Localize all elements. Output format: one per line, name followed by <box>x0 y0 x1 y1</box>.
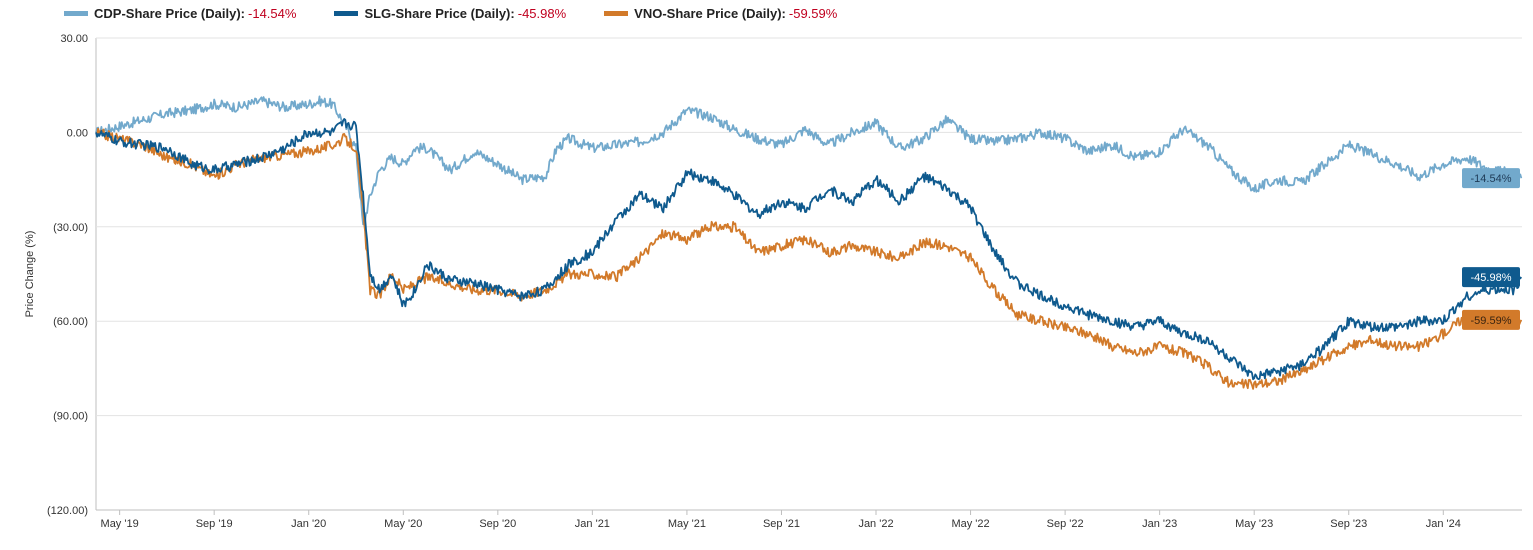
x-tick-label: May '23 <box>1235 518 1273 530</box>
legend-swatch-vno <box>604 10 629 16</box>
legend-colon: : <box>510 5 515 21</box>
x-tick-label: Sep '19 <box>196 518 233 530</box>
y-tick-label: (30.00) <box>53 222 88 234</box>
x-tick-label: May '20 <box>384 518 422 530</box>
y-tick-label: 0.00 <box>67 127 88 139</box>
legend-name-vno: VNO-Share Price (Daily) <box>634 5 782 21</box>
end-label-2: -59.59% <box>1471 315 1512 327</box>
x-axis: May '19 Sep '19 Jan '20 May '20 Sep '20 Jan '… <box>101 510 1461 530</box>
end-label-1: -45.98% <box>1471 272 1512 284</box>
x-tick-label: Jan '23 <box>1142 518 1177 530</box>
x-tick-label: May '19 <box>101 518 139 530</box>
x-tick-label: Jan '20 <box>291 518 326 530</box>
y-tick-label: (120.00) <box>47 505 88 517</box>
y-tick-label: (60.00) <box>53 316 88 328</box>
end-labels: -14.54% -45.98% -59.59% <box>1462 168 1520 330</box>
x-tick-label: May '22 <box>951 518 989 530</box>
legend-item-slg[interactable]: SLG-Share Price (Daily): -45.98% <box>334 6 566 21</box>
x-tick-label: Sep '20 <box>479 518 516 530</box>
y-tick-label: (90.00) <box>53 411 88 423</box>
legend-item-vno[interactable]: VNO-Share Price (Daily): -59.59% <box>604 6 837 21</box>
y-tick-label: 30.00 <box>60 33 88 45</box>
legend-value-cdp: -14.54% <box>248 5 297 21</box>
end-label-box-0 <box>1462 168 1520 189</box>
legend-name-slg: SLG-Share Price (Daily) <box>364 5 511 21</box>
legend-item-cdp[interactable]: CDP-Share Price (Daily): -14.54% <box>64 6 296 21</box>
series-lines <box>95 95 1523 390</box>
y-axis-title: Price Change (%) <box>24 231 36 318</box>
y-axis: 30.00 0.00 (30.00) (60.00) (90.00) (120.00) <box>47 33 88 517</box>
legend-colon: : <box>240 5 246 21</box>
legend-swatch-cdp <box>64 10 88 16</box>
x-tick-label: May '21 <box>668 518 706 530</box>
x-tick-label: Jan '21 <box>575 518 610 530</box>
x-tick-label: Sep '22 <box>1047 518 1084 530</box>
x-tick-label: Jan '22 <box>858 518 893 530</box>
x-tick-label: Jan '24 <box>1426 518 1461 530</box>
legend-value-vno: -59.59% <box>788 5 838 21</box>
legend-colon: : <box>781 5 786 21</box>
grid <box>95 37 1522 511</box>
series-line-0 <box>95 95 1523 226</box>
x-tick-label: Sep '21 <box>763 518 800 530</box>
end-label-box-1 <box>1462 267 1520 288</box>
series-line-2 <box>95 127 1523 390</box>
end-label-box-2 <box>1462 309 1520 330</box>
legend-value-slg: -45.98% <box>517 5 567 21</box>
legend-name-cdp: CDP-Share Price (Daily) <box>94 5 241 21</box>
x-tick-label: Sep '23 <box>1330 518 1367 530</box>
legend-swatch-slg <box>334 10 359 16</box>
series-line-1 <box>95 118 1523 381</box>
end-label-0: -14.54% <box>1471 173 1512 185</box>
legend: CDP-Share Price (Daily): -14.54% SLG-Sha… <box>64 4 837 22</box>
